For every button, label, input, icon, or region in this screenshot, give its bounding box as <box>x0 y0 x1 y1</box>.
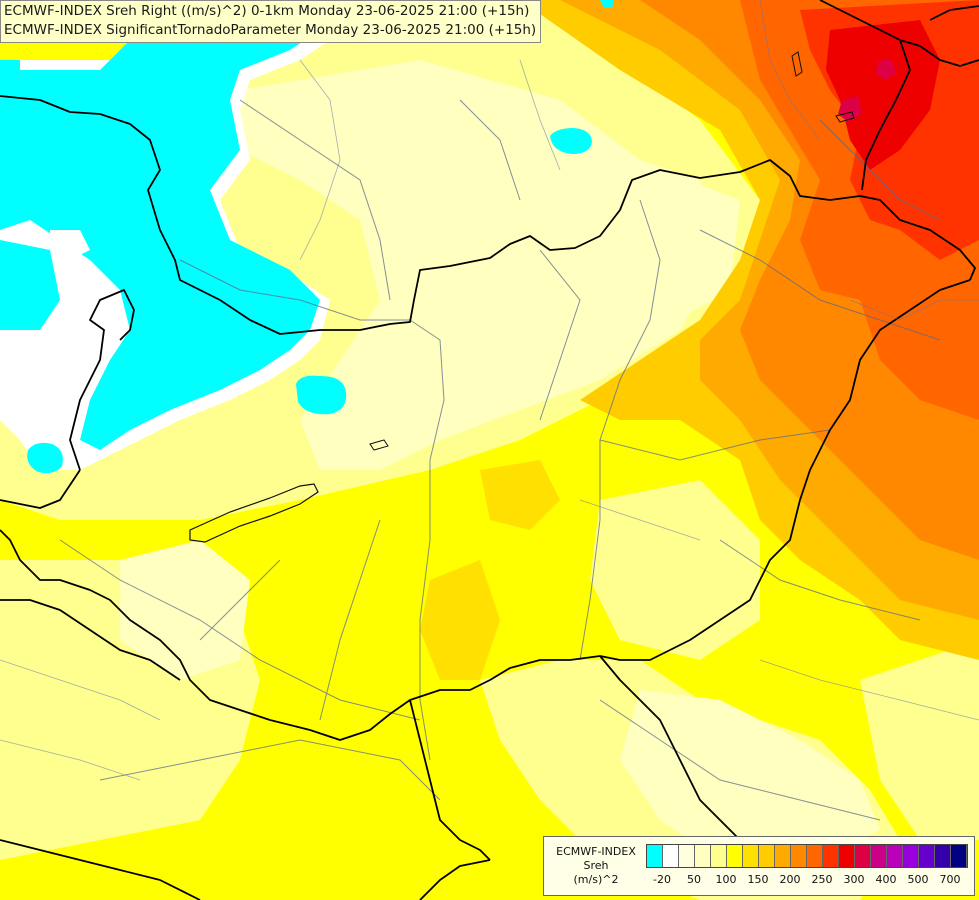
legend-swatch <box>935 845 951 867</box>
legend-swatch <box>951 845 967 867</box>
field-cyan-topleft <box>0 60 20 72</box>
title-line-stp: ECMWF-INDEX SignificantTornadoParameter … <box>4 22 537 38</box>
legend-tick-label: 500 <box>907 873 929 886</box>
legend-title: ECMWF-INDEX Sreh (m/s)^2 <box>548 845 644 887</box>
legend-swatch <box>887 845 903 867</box>
legend-color-bar <box>646 844 968 868</box>
field-cyan-spot3 <box>550 128 592 154</box>
legend-swatch <box>791 845 807 867</box>
legend-tick-label: 300 <box>843 873 865 886</box>
legend-swatch <box>871 845 887 867</box>
lake-small2 <box>835 111 855 123</box>
legend-tick-label: 200 <box>779 873 801 886</box>
legend-title-line-2: Sreh <box>583 859 609 872</box>
field-white-pocket <box>50 230 90 260</box>
legend-tick-label: 150 <box>747 873 769 886</box>
legend-swatch <box>711 845 727 867</box>
field-cyan-spot2 <box>27 442 63 474</box>
legend-swatch <box>695 845 711 867</box>
legend-swatch <box>903 845 919 867</box>
legend-swatch <box>679 845 695 867</box>
field-magenta-spot <box>838 96 862 122</box>
legend-swatch <box>727 845 743 867</box>
field-pale-east-mid <box>590 480 760 660</box>
field-paler-west <box>120 540 250 680</box>
legend-swatch <box>775 845 791 867</box>
legend-swatch <box>807 845 823 867</box>
legend-ticks: -20 50 100 150 200 250 300 400 500 700 <box>646 873 970 889</box>
field-pale-southeast <box>860 640 979 840</box>
legend-tick-label: -20 <box>653 873 671 886</box>
field-cyan-top <box>600 0 614 8</box>
legend-title-line-1: ECMWF-INDEX <box>556 845 636 858</box>
legend-swatch <box>647 845 663 867</box>
legend-tick-label: 50 <box>687 873 701 886</box>
legend-tick-label: 400 <box>875 873 897 886</box>
lake-small3 <box>791 51 803 77</box>
legend-tick-label: 700 <box>939 873 961 886</box>
lake-small <box>369 439 389 451</box>
field-gold-center <box>420 560 500 680</box>
legend-title-line-3: (m/s)^2 <box>573 873 619 886</box>
field-paler-center <box>240 60 720 470</box>
map-title-box: ECMWF-INDEX Sreh Right ((m/s)^2) 0-1km M… <box>0 0 542 43</box>
legend-swatch <box>663 845 679 867</box>
legend-swatch <box>743 845 759 867</box>
rivers <box>59 99 941 821</box>
field-paler-south <box>620 690 880 860</box>
legend-tick-label: 100 <box>715 873 737 886</box>
lake-balaton <box>189 483 319 543</box>
field-crimson <box>826 20 940 170</box>
legend-swatch <box>919 845 935 867</box>
region-lines <box>0 0 979 781</box>
title-line-sreh: ECMWF-INDEX Sreh Right ((m/s)^2) 0-1km M… <box>4 3 530 19</box>
legend-swatch <box>839 845 855 867</box>
field-gold-center2 <box>480 460 560 530</box>
field-cyan-spot1 <box>296 375 347 415</box>
legend-tick-label: 250 <box>811 873 833 886</box>
legend-swatch <box>855 845 871 867</box>
legend-swatch <box>759 845 775 867</box>
color-legend: ECMWF-INDEX Sreh (m/s)^2 -20 50 100 150 200 2… <box>543 836 975 896</box>
field-magenta-spot2 <box>876 58 896 80</box>
field-paler-center2 <box>540 170 740 330</box>
legend-swatch <box>823 845 839 867</box>
field-cyan-west <box>0 240 60 330</box>
